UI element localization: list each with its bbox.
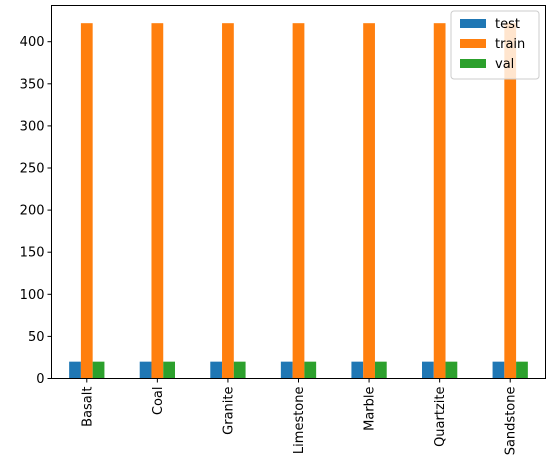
bar-val-coal [163,361,175,379]
y-tick-label: 200 [20,204,45,219]
bar-train-sandstone [504,23,517,379]
legend-swatch-test [460,19,486,28]
bar-val-sandstone [516,361,528,379]
bar-test-coal [139,361,152,379]
bar-train-quartzite [433,23,446,379]
x-tick-label-marble: Marble [363,386,378,430]
y-tick-label: 250 [20,162,45,177]
x-tick-label-quartzite: Quartzite [433,387,448,447]
y-axis: 0 50 100 150 200 250 300 350 400 [20,35,52,387]
bar-val-limestone [304,361,317,379]
y-tick-label: 300 [20,119,45,134]
bar-test-quartzite [422,361,434,379]
bar-train-limestone [292,23,305,379]
x-axis: Basalt Coal Granite Limestone Marble Quartzit… [80,378,519,456]
y-tick-label: 350 [20,77,45,92]
y-tick-label: 100 [20,288,45,303]
bar-test-sandstone [492,361,505,379]
legend-swatch-train [460,39,486,48]
y-tick-label: 0 [36,372,44,387]
bars-group [69,23,528,379]
bar-test-granite [210,361,223,379]
bar-test-limestone [280,361,293,379]
bar-test-marble [351,361,364,379]
x-tick-label-coal: Coal [151,387,166,416]
bar-val-basalt [92,361,105,379]
bar-val-marble [374,361,387,379]
x-tick-label-limestone: Limestone [292,386,307,454]
y-tick-label: 400 [20,35,45,50]
bar-train-coal [151,23,164,379]
bar-test-basalt [69,361,81,379]
legend: test train val [450,10,540,80]
legend-swatch-val [460,59,486,68]
legend-label-train: train [495,37,525,52]
bar-val-quartzite [445,361,458,379]
bar-train-basalt [80,23,93,379]
x-tick-label-basalt: Basalt [80,387,95,427]
bar-train-marble [363,23,375,379]
plot-frame [51,5,546,379]
x-tick-label-sandstone: Sandstone [504,387,519,456]
y-tick-label: 150 [20,246,45,261]
legend-label-val: val [495,57,514,72]
y-tick-label: 50 [28,330,45,345]
bar-train-granite [222,23,234,379]
legend-label-test: test [495,17,520,32]
x-tick-label-granite: Granite [221,387,236,435]
bar-val-granite [233,361,246,379]
